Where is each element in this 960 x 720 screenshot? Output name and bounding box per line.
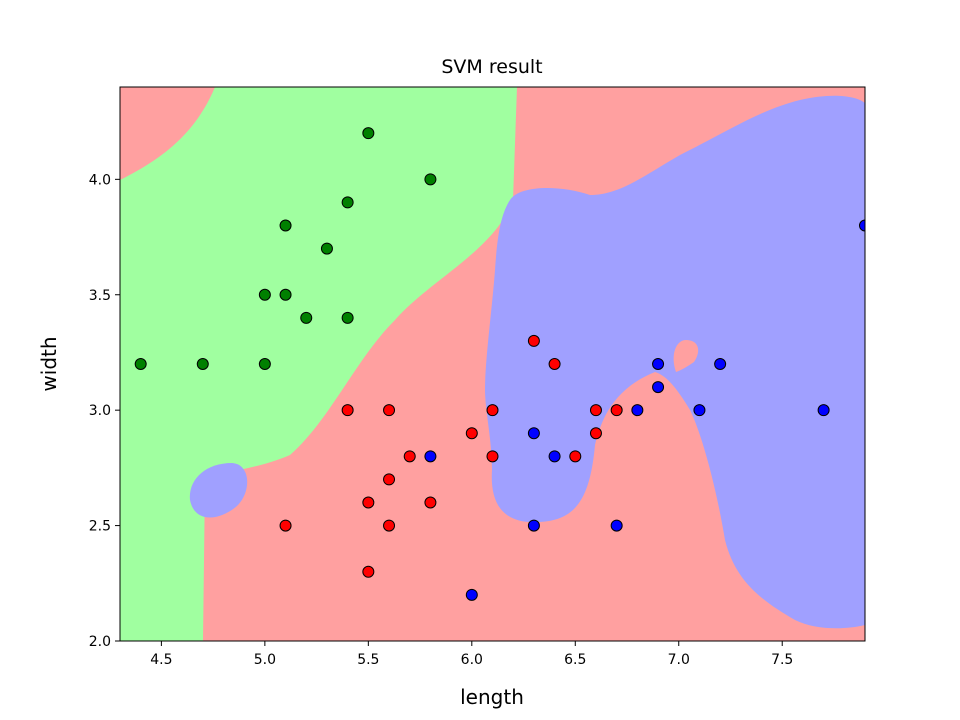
x-tick-label: 6.0 [461, 652, 483, 668]
data-point [196, 358, 209, 370]
region-red-island [673, 340, 699, 372]
y-tick-label: 2.0 [89, 634, 111, 650]
data-point [486, 450, 499, 463]
data-point [362, 496, 375, 509]
x-tick-label: 7.5 [771, 652, 793, 668]
x-axis-label: length [460, 685, 524, 709]
data-point [341, 404, 354, 417]
data-point [258, 288, 271, 301]
data-point [465, 588, 478, 601]
data-point [383, 473, 396, 486]
data-point [527, 334, 540, 347]
y-tick-label: 4.0 [89, 172, 111, 188]
x-tick-label: 5.0 [254, 652, 276, 668]
data-point [714, 358, 727, 370]
data-point [465, 427, 478, 440]
data-point [589, 404, 602, 417]
data-point [589, 427, 602, 440]
data-point [341, 196, 354, 209]
y-tick-label: 3.0 [89, 403, 111, 419]
data-point [548, 450, 561, 463]
x-tick-label: 5.5 [357, 652, 379, 668]
data-point [279, 519, 292, 532]
data-point [341, 311, 354, 324]
data-point [652, 358, 665, 370]
data-point [134, 358, 147, 370]
data-point [527, 519, 540, 532]
data-point [859, 219, 865, 232]
plot-frame [119, 86, 866, 642]
data-point [817, 404, 830, 417]
data-point [527, 427, 540, 440]
data-point [631, 404, 644, 417]
data-point [300, 311, 313, 324]
x-tick-label: 6.5 [564, 652, 586, 668]
data-point [383, 519, 396, 532]
y-axis-ticks: 2.0 2.5 3.0 3.5 4.0 [89, 172, 120, 650]
data-point [279, 219, 292, 232]
data-point [486, 404, 499, 417]
y-tick-label: 2.5 [89, 519, 111, 535]
data-point [569, 450, 582, 463]
data-point [362, 127, 375, 140]
region-blue-island [189, 463, 248, 518]
x-tick-label: 7.0 [668, 652, 690, 668]
y-tick-label: 3.5 [89, 288, 111, 304]
decision-regions [120, 87, 865, 641]
y-axis-label: width [37, 336, 61, 391]
data-point [652, 381, 665, 394]
data-point [383, 404, 396, 417]
chart-title: SVM result [441, 56, 542, 78]
data-point [693, 404, 706, 417]
data-points [134, 127, 865, 601]
series-2 [424, 219, 865, 601]
data-point [403, 450, 416, 463]
data-point [320, 242, 333, 255]
data-point [258, 358, 271, 370]
series-0 [134, 127, 437, 370]
region-green [120, 87, 517, 641]
data-point [279, 288, 292, 301]
data-point [424, 173, 437, 186]
data-point [610, 519, 623, 532]
x-tick-label: 4.5 [150, 652, 172, 668]
data-point [424, 496, 437, 509]
data-point [362, 565, 375, 578]
data-point [548, 358, 561, 370]
x-axis-ticks: 4.5 5.0 5.5 6.0 6.5 7.0 7.5 [150, 641, 793, 668]
data-point [610, 404, 623, 417]
series-1 [279, 334, 623, 578]
data-point [424, 450, 437, 463]
